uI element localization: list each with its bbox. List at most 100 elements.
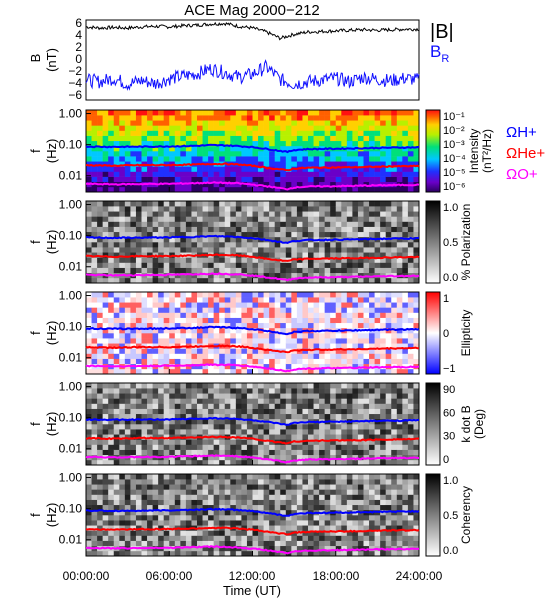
heatmap-cell	[385, 176, 392, 183]
heatmap-cell	[191, 429, 198, 435]
heatmap-cell	[246, 515, 253, 521]
heatmap-cell	[224, 186, 231, 193]
heatmap-cell	[385, 130, 392, 136]
heatmap-cell	[185, 333, 192, 339]
heatmap-cell	[235, 297, 242, 303]
heatmap-cell	[369, 348, 375, 354]
heatmap-cell	[374, 343, 381, 349]
heatmap-cell	[402, 429, 409, 435]
heatmap-cell	[185, 201, 192, 207]
heatmap-cell	[124, 140, 131, 147]
heatmap-cell	[185, 479, 192, 485]
heatmap-cell	[119, 206, 126, 212]
heatmap-cell	[208, 484, 214, 490]
heatmap-cell	[119, 257, 126, 263]
heatmap-cell	[152, 358, 159, 365]
heatmap-cell	[374, 499, 381, 506]
heatmap-cell	[280, 231, 287, 238]
heatmap-cell	[102, 509, 109, 516]
heatmap-cell	[191, 156, 198, 162]
heatmap-cell	[263, 322, 270, 329]
heatmap-cell	[335, 262, 342, 268]
heatmap-cell	[108, 277, 115, 284]
heatmap-cell	[302, 444, 309, 450]
heatmap-cell	[108, 509, 115, 516]
heatmap-cell	[396, 130, 403, 136]
heatmap-cell	[224, 535, 231, 541]
heatmap-cell	[174, 439, 181, 445]
heatmap-cell	[130, 145, 137, 152]
heatmap-cell	[335, 363, 342, 370]
heatmap-cell	[163, 161, 170, 167]
heatmap-cell	[124, 277, 131, 284]
heatmap-cell	[280, 297, 287, 303]
heatmap-cell	[108, 110, 115, 116]
heatmap-cell	[152, 535, 159, 541]
heatmap-cell	[219, 333, 226, 339]
heatmap-cell	[380, 333, 386, 339]
heatmap-cell	[130, 418, 137, 425]
heatmap-cell	[380, 338, 386, 344]
heatmap-cell	[280, 520, 287, 526]
heatmap-cell	[252, 135, 259, 142]
heatmap-cell	[97, 156, 103, 162]
heatmap-cell	[163, 348, 170, 354]
heatmap-cell	[324, 297, 331, 303]
heatmap-cell	[308, 474, 314, 480]
heatmap-cell	[346, 166, 353, 172]
heatmap-cell	[185, 368, 192, 375]
heatmap-cell	[324, 479, 331, 485]
heatmap-cell	[302, 393, 309, 399]
heatmap-cell	[313, 307, 320, 313]
heatmap-cell	[252, 348, 259, 354]
heatmap-cell	[130, 176, 137, 183]
heatmap-cell	[319, 307, 325, 313]
heatmap-cell	[319, 504, 325, 511]
heatmap-cell	[302, 140, 309, 147]
heatmap-cell	[330, 247, 337, 253]
heatmap-cell	[124, 509, 131, 516]
heatmap-cell	[391, 156, 398, 162]
heatmap-cell	[302, 494, 309, 500]
heatmap-cell	[385, 515, 392, 521]
heatmap-cell	[108, 413, 115, 420]
heatmap-cell	[396, 393, 403, 399]
heatmap-cell	[324, 459, 331, 466]
heatmap-cell	[274, 277, 281, 284]
heatmap-cell	[241, 499, 248, 506]
heatmap-cell	[180, 327, 187, 334]
heatmap-cell	[346, 302, 353, 308]
heatmap-cell	[319, 161, 325, 167]
heatmap-cell	[108, 262, 115, 268]
heatmap-cell	[380, 353, 386, 359]
heatmap-cell	[197, 403, 203, 409]
gyro-label-H: ΩH+	[506, 124, 537, 141]
heatmap-cell	[269, 439, 275, 445]
heatmap-cell	[158, 231, 164, 238]
heatmap-cell	[158, 509, 164, 516]
heatmap-cell	[230, 221, 237, 227]
heatmap-cell	[319, 550, 325, 557]
heatmap-cell	[363, 262, 370, 268]
heatmap-cell	[402, 186, 409, 193]
heatmap-cell	[230, 125, 237, 131]
heatmap-cell	[252, 125, 259, 131]
heatmap-cell	[230, 247, 237, 253]
heatmap-cell	[113, 504, 120, 511]
heatmap-cell	[407, 317, 414, 324]
heatmap-cell	[86, 292, 92, 298]
heatmap-cell	[135, 338, 142, 344]
heatmap-cell	[352, 403, 359, 409]
heatmap-cell	[296, 484, 303, 490]
heatmap-cell	[291, 115, 298, 121]
heatmap-cell	[407, 201, 414, 207]
heatmap-cell	[313, 312, 320, 318]
heatmap-cell	[124, 424, 131, 430]
heatmap-cell	[385, 262, 392, 268]
heatmap-cell	[335, 494, 342, 500]
heatmap-cell	[413, 479, 420, 485]
heatmap-cell	[86, 413, 92, 420]
heatmap-cell	[97, 429, 103, 435]
heatmap-cell	[308, 252, 314, 258]
heatmap-cell	[396, 312, 403, 318]
